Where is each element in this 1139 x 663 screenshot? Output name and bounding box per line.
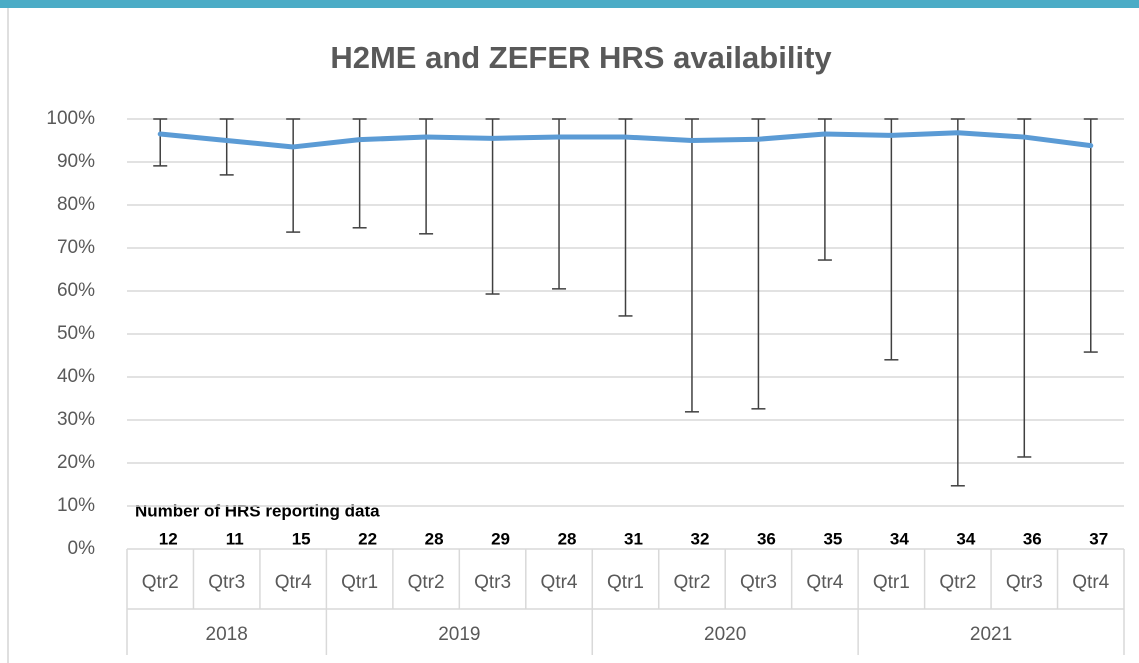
y-tick-label: 60% <box>57 280 95 301</box>
x-tick-label: Qtr3 <box>740 572 777 593</box>
y-tick-label: 90% <box>57 151 95 172</box>
x-group-label: 2018 <box>206 624 248 645</box>
count-label: 36 <box>1023 529 1042 548</box>
x-tick-label: Qtr4 <box>806 572 843 593</box>
y-tick-label: 40% <box>57 366 95 387</box>
x-tick-label: Qtr2 <box>408 572 445 593</box>
count-label: 11 <box>226 529 244 548</box>
count-label: 37 <box>1089 529 1108 548</box>
x-group-label: 2021 <box>970 624 1012 645</box>
x-group-label: 2020 <box>704 624 746 645</box>
y-tick-label: 100% <box>46 108 95 129</box>
x-tick-label: Qtr3 <box>208 572 245 593</box>
count-label: 32 <box>691 529 710 548</box>
y-tick-label: 50% <box>57 323 95 344</box>
count-label: 28 <box>425 529 444 548</box>
top-bar <box>0 0 1139 8</box>
x-tick-label: Qtr3 <box>474 572 511 593</box>
x-tick-label: Qtr1 <box>341 572 378 593</box>
count-label: 31 <box>624 529 643 548</box>
y-tick-label: 80% <box>57 194 95 215</box>
x-group-label: 2019 <box>438 624 480 645</box>
count-label: 28 <box>558 529 577 548</box>
count-label: 15 <box>292 529 311 548</box>
count-label: 12 <box>159 529 178 548</box>
count-label: 22 <box>358 529 377 548</box>
count-label: 35 <box>823 529 842 548</box>
y-tick-label: 30% <box>57 409 95 430</box>
counts-label: Number of HRS reporting data <box>135 501 380 520</box>
x-tick-label: Qtr2 <box>142 572 179 593</box>
availability-line <box>157 130 1094 150</box>
count-label: 34 <box>890 529 909 548</box>
y-tick-label: 20% <box>57 452 95 473</box>
x-tick-label: Qtr4 <box>541 572 578 593</box>
count-label: 34 <box>956 529 975 548</box>
y-tick-label: 0% <box>68 538 96 559</box>
y-tick-label: 70% <box>57 237 95 258</box>
chart-title: H2ME and ZEFER HRS availability <box>330 40 832 75</box>
x-tick-label: Qtr4 <box>275 572 312 593</box>
y-tick-label: 10% <box>57 495 95 516</box>
x-tick-label: Qtr2 <box>939 572 976 593</box>
x-tick-label: Qtr4 <box>1072 572 1109 593</box>
count-label: 36 <box>757 529 776 548</box>
count-label: 29 <box>491 529 510 548</box>
x-tick-label: Qtr1 <box>873 572 910 593</box>
x-tick-label: Qtr1 <box>607 572 644 593</box>
x-tick-label: Qtr2 <box>673 572 710 593</box>
x-tick-label: Qtr3 <box>1006 572 1043 593</box>
